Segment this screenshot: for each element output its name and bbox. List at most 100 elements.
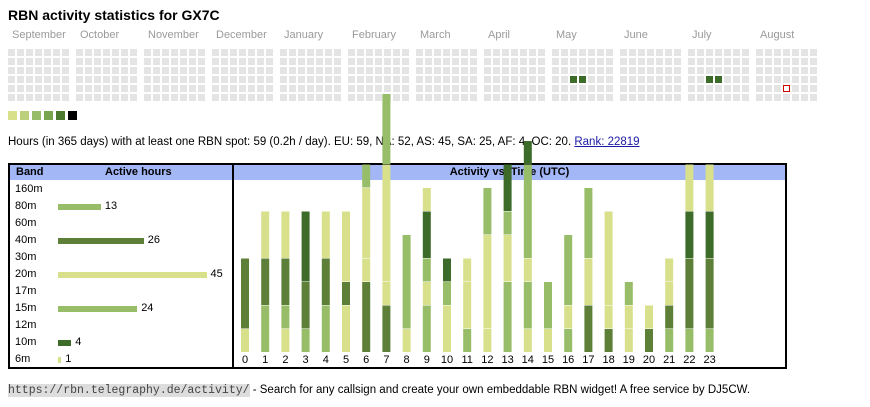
- heatmap-cell: [461, 49, 468, 56]
- heatmap-cell: [706, 49, 713, 56]
- heatmap-cell: [366, 58, 373, 65]
- heatmap-cell: [298, 67, 305, 74]
- band-label: 17m: [15, 285, 37, 297]
- heatmap-cell: [570, 49, 577, 56]
- heatmap-cell: [638, 85, 645, 92]
- heatmap-cell: [561, 94, 568, 101]
- heatmap-cell: [588, 76, 595, 83]
- heatmap-cell: [620, 85, 627, 92]
- heatmap-cell: [665, 67, 672, 74]
- rank-link[interactable]: Rank: 22819: [574, 136, 640, 148]
- heatmap-cell: [144, 94, 151, 101]
- heatmap-cell: [298, 94, 305, 101]
- heatmap-cell: [130, 67, 137, 74]
- heatmap-cell: [715, 67, 722, 74]
- heatmap-cell: [570, 67, 577, 74]
- heatmap-cell: [189, 58, 196, 65]
- heatmap-cell: [212, 94, 219, 101]
- heatmap-cell: [706, 94, 713, 101]
- heatmap-cell: [452, 67, 459, 74]
- heatmap-cell: [425, 85, 432, 92]
- heatmap-cell: [130, 94, 137, 101]
- heatmap-cell: [801, 76, 808, 83]
- heatmap-cell: [724, 85, 731, 92]
- heatmap-cell: [189, 85, 196, 92]
- heatmap-cell: [452, 76, 459, 83]
- heatmap-cell: [538, 94, 545, 101]
- heatmap-cell: [792, 58, 799, 65]
- heatmap-cell: [620, 49, 627, 56]
- heatmap-cell: [348, 67, 355, 74]
- band-label: 30m: [15, 251, 37, 263]
- heatmap-cell: [248, 85, 255, 92]
- heatmap-cell: [724, 67, 731, 74]
- heatmap-cell: [121, 85, 128, 92]
- heatmap-cell: [8, 76, 15, 83]
- heatmap-cell: [579, 94, 586, 101]
- heatmap-cell: [715, 58, 722, 65]
- heatmap-cell: [357, 67, 364, 74]
- heatmap-cell: [266, 76, 273, 83]
- heatmap-cell: [434, 49, 441, 56]
- heatmap-cell: [638, 94, 645, 101]
- heatmap-cell: [765, 67, 772, 74]
- heatmap-cell: [334, 85, 341, 92]
- heatmap-cell: [17, 94, 24, 101]
- heatmap-cell: [552, 49, 559, 56]
- heatmap-cell: [393, 67, 400, 74]
- heatmap-cell: [461, 67, 468, 74]
- heatmap-cell: [112, 58, 119, 65]
- month-label-july: July: [692, 29, 712, 41]
- heatmap-cell: [597, 58, 604, 65]
- heatmap-cell: [375, 49, 382, 56]
- heatmap-cell: [597, 49, 604, 56]
- heatmap-cell: [452, 58, 459, 65]
- heatmap-cell: [588, 49, 595, 56]
- heatmap-cell: [103, 58, 110, 65]
- heatmap-cell: [511, 94, 518, 101]
- heatmap-cell: [801, 85, 808, 92]
- heatmap-cell: [425, 67, 432, 74]
- heatmap-cell: [706, 67, 713, 74]
- heatmap-cell: [121, 67, 128, 74]
- heatmap-cell: [198, 49, 205, 56]
- heatmap-cell: [756, 67, 763, 74]
- heatmap-cell: [257, 67, 264, 74]
- heatmap-cell: [470, 94, 477, 101]
- heatmap-cell: [112, 85, 119, 92]
- heatmap-cell: [606, 49, 613, 56]
- heatmap-cell: [561, 85, 568, 92]
- heatmap-cell: [452, 49, 459, 56]
- heatmap-cell: [130, 49, 137, 56]
- heatmap-cell: [239, 76, 246, 83]
- hour-label: 17: [582, 354, 595, 366]
- footer-url[interactable]: https://rbn.telegraphy.de/activity/: [8, 384, 250, 397]
- heatmap-cell: [529, 76, 536, 83]
- heatmap-cell: [171, 76, 178, 83]
- heatmap-cell: [416, 58, 423, 65]
- heatmap-cell: [189, 94, 196, 101]
- heatmap-cell: [416, 94, 423, 101]
- heatmap-cell: [470, 76, 477, 83]
- heatmap-cell: [724, 76, 731, 83]
- heatmap-cell: [44, 76, 51, 83]
- heatmap-cell: [325, 58, 332, 65]
- heatmap-cell: [298, 85, 305, 92]
- month-label-december: December: [216, 29, 267, 41]
- heatmap-cell: [416, 85, 423, 92]
- heatmap-cell: [638, 76, 645, 83]
- heatmap-cell: [529, 94, 536, 101]
- hour-label: 0: [241, 354, 249, 366]
- heatmap-cell: [153, 49, 160, 56]
- heatmap-cell: [53, 85, 60, 92]
- heatmap-cell: [647, 94, 654, 101]
- heatmap-cell: [76, 76, 83, 83]
- heatmap-cell: [8, 49, 15, 56]
- heatmap-cell: [697, 76, 704, 83]
- month-label-november: November: [148, 29, 199, 41]
- heatmap-cell: [647, 67, 654, 74]
- heatmap-cell: [198, 94, 205, 101]
- activity-chart: [232, 163, 787, 369]
- heatmap-cell: [334, 67, 341, 74]
- heatmap-cell: [552, 67, 559, 74]
